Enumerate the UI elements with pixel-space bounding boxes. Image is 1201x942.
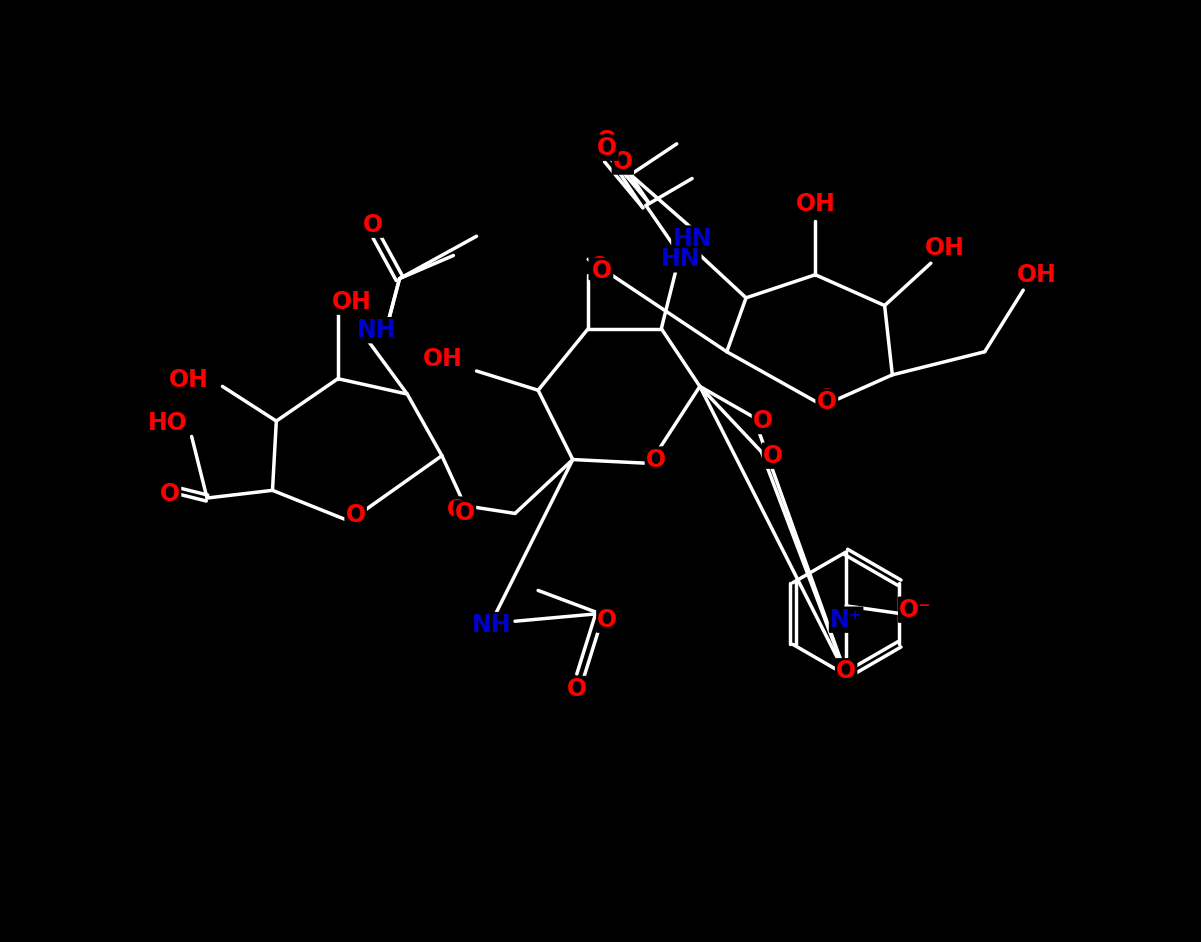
Text: NH: NH bbox=[472, 613, 512, 637]
Text: O: O bbox=[160, 482, 180, 506]
Text: OH: OH bbox=[925, 236, 964, 260]
Text: O: O bbox=[817, 387, 837, 412]
Text: O: O bbox=[567, 677, 587, 701]
Text: OH: OH bbox=[795, 192, 835, 216]
Text: OH: OH bbox=[331, 290, 372, 314]
Text: O: O bbox=[836, 659, 856, 683]
Text: O: O bbox=[597, 608, 617, 632]
Text: O: O bbox=[592, 259, 613, 283]
Text: O: O bbox=[455, 501, 476, 526]
Text: O⁻: O⁻ bbox=[900, 597, 932, 622]
Text: O: O bbox=[753, 409, 773, 433]
Text: O: O bbox=[817, 390, 837, 414]
Text: O: O bbox=[597, 129, 617, 153]
Text: O: O bbox=[613, 150, 633, 173]
Text: OH: OH bbox=[1017, 263, 1057, 286]
Text: OH: OH bbox=[168, 368, 209, 392]
Text: N⁺: N⁺ bbox=[830, 608, 862, 632]
Text: OH: OH bbox=[423, 348, 462, 371]
Text: HO: HO bbox=[148, 411, 187, 434]
Text: HN: HN bbox=[673, 226, 712, 251]
Text: O: O bbox=[346, 503, 365, 527]
Text: O: O bbox=[447, 497, 467, 522]
Text: O: O bbox=[363, 213, 383, 236]
Text: HN: HN bbox=[661, 248, 700, 271]
Text: O: O bbox=[646, 447, 667, 472]
Text: O: O bbox=[590, 255, 610, 279]
Text: O: O bbox=[763, 444, 783, 467]
Text: NH: NH bbox=[357, 318, 396, 342]
Text: O: O bbox=[597, 136, 617, 160]
